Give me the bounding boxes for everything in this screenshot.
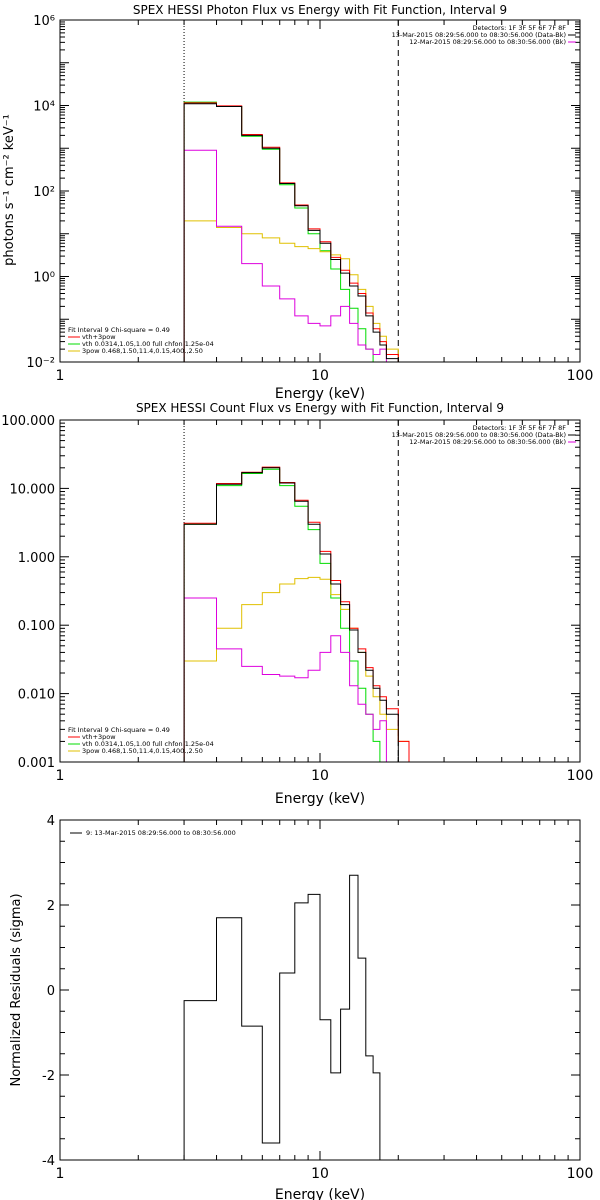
residuals-y-tick-label: 0	[47, 984, 55, 999]
photon-flux-x-tick-label: 10	[311, 368, 329, 384]
count-flux-y-tick-label: 0.001	[18, 756, 55, 771]
residuals-series-0-line	[183, 874, 381, 1160]
count-flux-legend-bottom-entry: vth 0.0314,1.05,1.00 full chfon 1.25e-04	[82, 740, 214, 748]
count-flux-series-0-line	[183, 467, 399, 762]
count-flux-title: SPEX HESSI Count Flux vs Energy with Fit…	[136, 401, 504, 415]
photon-flux-series-2-line	[183, 101, 399, 362]
photon-flux-title: SPEX HESSI Photon Flux vs Energy with Fi…	[133, 3, 507, 17]
residuals-y-tick-label: -2	[42, 1069, 55, 1084]
residuals-x-label: Energy (keV)	[275, 1187, 365, 1200]
count-flux-legend-top-entry: Detectors: 1F 3F 5F 6F 7F 8F	[472, 424, 566, 432]
photon-flux-x-label: Energy (keV)	[275, 386, 365, 402]
photon-flux-legend-bottom-entry: vth 0.0314,1.05,1.00 full chfon 1.25e-04	[82, 340, 214, 348]
photon-flux-plot-frame	[59, 19, 581, 363]
residuals-y-label: Normalized Residuals (sigma)	[9, 893, 24, 1086]
count-flux-x-tick-label: 100	[567, 768, 594, 784]
residuals-panel: Normalized Residuals (sigma) Energy (keV…	[9, 814, 593, 1200]
count-flux-y-tick-label: 10.000	[10, 482, 56, 497]
count-flux-y-tick-label: 0.100	[18, 619, 55, 634]
count-flux-series-4-line	[183, 597, 399, 762]
residuals-y-tick-label: 2	[47, 899, 55, 914]
photon-flux-series-3-line	[183, 220, 409, 362]
residuals-x-tick-label: 100	[567, 1166, 594, 1182]
count-flux-x-tick-label: 1	[56, 768, 65, 784]
photon-flux-y-label: photons s⁻¹ cm⁻² keV⁻¹	[2, 114, 17, 266]
photon-flux-panel: SPEX HESSI Photon Flux vs Energy with Fi…	[2, 3, 593, 402]
count-flux-y-tick-label: 100.000	[1, 414, 55, 429]
photon-flux-legend-bottom-entry: 3pow 0.468,1.50,11.4,0.15,400.,2.50	[82, 347, 203, 355]
photon-flux-legend-top-entry: 13-Mar-2015 08:29:56.000 to 08:30:56.000…	[392, 31, 566, 39]
photon-flux-x-tick-label: 100	[567, 368, 594, 384]
count-flux-x-tick-label: 10	[311, 768, 329, 784]
photon-flux-y-tick-label: 10⁶	[33, 14, 55, 29]
count-flux-y-tick-label: 0.010	[18, 688, 55, 703]
residuals-y-tick-label: 4	[47, 814, 55, 829]
residuals-x-tick-label: 1	[56, 1166, 65, 1182]
photon-flux-y-tick-label: 10⁰	[33, 271, 55, 286]
count-flux-panel: SPEX HESSI Count Flux vs Energy with Fit…	[1, 401, 593, 807]
residuals-legend-entry: 9: 13-Mar-2015 08:29:56.000 to 08:30:56.…	[86, 829, 236, 837]
count-flux-legend-top-entry: 12-Mar-2015 08:29:56.000 to 08:30:56.000…	[409, 438, 566, 446]
count-flux-series-1-line	[183, 466, 410, 762]
photon-flux-x-tick-label: 1	[56, 368, 65, 384]
count-flux-legend-bottom-entry: Fit Interval 9 Chi-square = 0.49	[68, 726, 170, 734]
count-flux-legend-top-entry: 13-Mar-2015 08:29:56.000 to 08:30:56.000…	[392, 431, 566, 439]
photon-flux-legend-top-entry: Detectors: 1F 3F 5F 6F 7F 8F	[472, 24, 566, 32]
count-flux-y-tick-label: 1.000	[18, 551, 55, 566]
photon-flux-legend-top-entry: 12-Mar-2015 08:29:56.000 to 08:30:56.000…	[409, 38, 566, 46]
photon-flux-y-tick-label: 10²	[33, 185, 55, 200]
count-flux-x-label: Energy (keV)	[275, 791, 365, 807]
count-flux-series-2-line	[183, 468, 387, 762]
photon-flux-y-tick-label: 10⁴	[33, 100, 55, 115]
photon-flux-series-4-line	[183, 149, 399, 362]
photon-flux-series-0-line	[183, 103, 399, 362]
photon-flux-y-tick-label: 10⁻²	[26, 356, 55, 371]
residuals-x-tick-label: 10	[311, 1166, 329, 1182]
count-flux-legend-bottom-entry: vth+3pow	[82, 733, 116, 741]
count-flux-plot-frame	[59, 419, 581, 763]
residuals-y-tick-label: -4	[42, 1154, 55, 1169]
count-flux-legend-bottom-entry: 3pow 0.468,1.50,11.4,0.15,400.,2.50	[82, 747, 203, 755]
photon-flux-legend-bottom-entry: Fit Interval 9 Chi-square = 0.49	[68, 326, 170, 334]
count-flux-series-3-line	[183, 576, 410, 762]
photon-flux-legend-bottom-entry: vth+3pow	[82, 333, 116, 341]
